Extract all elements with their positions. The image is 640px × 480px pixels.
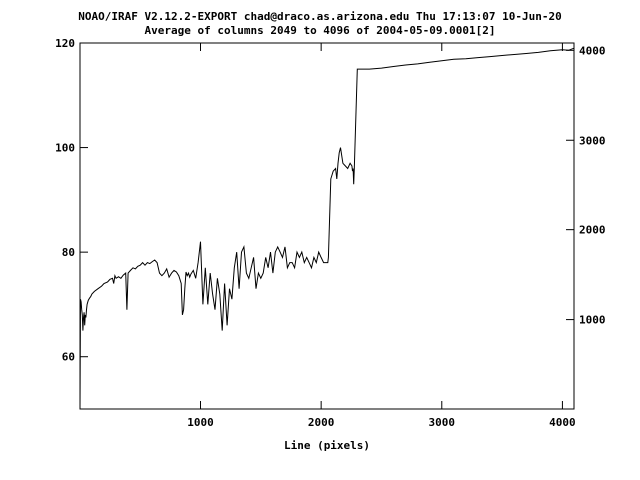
y-tick-label: 120 (55, 37, 75, 50)
chart-subtitle: Average of columns 2049 to 4096 of 2004-… (145, 24, 496, 37)
y2-tick-label: 2000 (579, 224, 606, 237)
y2-tick-label: 3000 (579, 134, 606, 147)
y-tick-label: 80 (62, 246, 75, 259)
y-tick-label: 100 (55, 142, 75, 155)
x-tick-label: 2000 (308, 416, 335, 429)
plot-frame (79, 42, 575, 410)
x-axis-label: Line (pixels) (284, 439, 370, 452)
y2-axis: 1000 2000 3000 4000 (566, 44, 606, 327)
series-line-average (79, 47, 575, 410)
x-tick-label: 4000 (549, 416, 576, 429)
x-tick-label: 3000 (429, 416, 456, 429)
chart-title: NOAO/IRAF V2.12.2-EXPORT chad@draco.as.a… (78, 10, 561, 23)
x-axis: 1000 2000 3000 4000 (187, 43, 576, 429)
y2-tick-label: 1000 (579, 314, 606, 327)
y2-tick-label: 4000 (579, 44, 606, 57)
y-tick-label: 60 (62, 351, 75, 364)
x-tick-label: 1000 (187, 416, 214, 429)
y-axis: 60 80 100 120 (55, 37, 88, 364)
